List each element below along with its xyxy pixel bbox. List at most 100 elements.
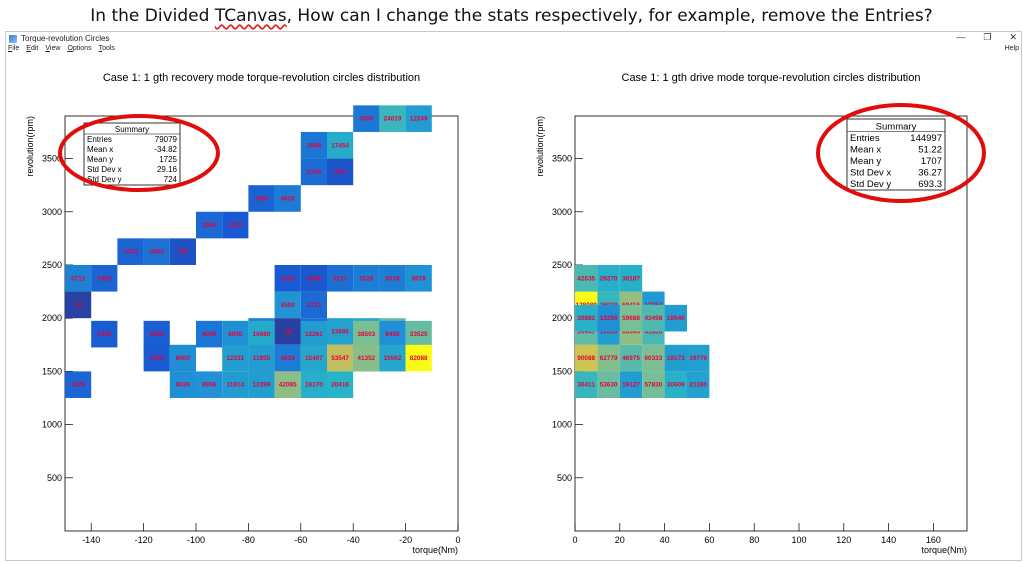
heatmap-bin (405, 320, 432, 348)
x-tick-label: 120 (836, 535, 851, 545)
stats-label: Entries (87, 135, 112, 144)
menu-file[interactable]: File (8, 45, 20, 52)
y-tick-label: 1000 (552, 420, 572, 430)
stats-label: Std Dev x (87, 165, 122, 174)
heatmap-bin (327, 371, 354, 398)
bin-value: 18170 (305, 382, 323, 389)
bin-value: 4619 (281, 355, 296, 362)
bin-value: 15562 (384, 355, 402, 362)
heatmap-bin (65, 371, 92, 398)
y-tick-label: 2500 (42, 260, 62, 270)
y-tick-label: 3500 (552, 154, 572, 164)
y-axis-label: revolution(rpm) (25, 116, 35, 177)
bin-value: 13686 (331, 328, 349, 335)
bin-value: 57830 (645, 382, 663, 389)
heatmap-bin (575, 304, 598, 332)
menu-edit[interactable]: Edit (26, 45, 39, 52)
bin-value: 4046 (202, 331, 217, 338)
bin-value: 1210 (228, 222, 243, 229)
x-tick-label: 0 (455, 535, 460, 545)
bin-value: 8956 (202, 382, 217, 389)
heatmap-bin (196, 371, 223, 398)
bin-value: 11614 (227, 382, 245, 389)
annotation-circle-left (58, 114, 220, 192)
bin-value: 30187 (622, 275, 640, 282)
x-tick-label: 80 (749, 535, 759, 545)
stats-label: Mean x (87, 145, 113, 154)
menu-help[interactable]: Help (1004, 45, 1019, 52)
heatmap-bin (575, 371, 598, 398)
heatmap-bin (327, 158, 354, 186)
y-tick-label: 3000 (42, 207, 62, 217)
close-button[interactable]: ✕ (1009, 32, 1017, 42)
heatmap-bin (327, 344, 354, 372)
stats-value: 51.22 (918, 145, 942, 156)
heatmap-bin (687, 371, 710, 398)
x-tick-label: -20 (399, 535, 412, 545)
x-tick-label: 140 (881, 535, 896, 545)
heatmap-bin (91, 264, 118, 292)
bin-value: 19560 (600, 328, 618, 335)
heatmap-bin (379, 344, 406, 372)
bin-value: 1912 (123, 249, 138, 256)
bin-value: 50947 (577, 328, 595, 335)
stats-label: Std Dev y (850, 179, 891, 190)
heatmap-bin (169, 371, 196, 398)
heatmap-bin (687, 344, 710, 372)
heatmap-bin (274, 371, 301, 398)
stats-value: -34.82 (154, 145, 177, 154)
heatmap-bin (353, 320, 380, 348)
heatmap-bin (353, 105, 380, 132)
bin-value: 59688 (622, 315, 640, 322)
heatmap-bin (248, 185, 275, 212)
bin-value: 42635 (577, 275, 595, 282)
bin-value: 33525 (410, 331, 428, 338)
bin-value: 36411 (577, 382, 595, 389)
bin-value: 3217 (333, 275, 348, 282)
heatmap-bin (274, 264, 301, 292)
bin-value: 3404 (150, 249, 165, 256)
y-tick-label: 2500 (552, 260, 572, 270)
bin-value: 756 (178, 249, 189, 256)
stats-value: 1707 (921, 156, 942, 167)
bin-value: 2228 (71, 382, 86, 389)
heatmap-bin (405, 105, 432, 132)
question-prefix: In the Divided (90, 6, 215, 26)
heatmap-bin (300, 264, 327, 292)
y-axis-label: revolution(rpm) (535, 116, 545, 177)
heatmap-bin (575, 264, 598, 292)
heatmap-bin (196, 211, 223, 239)
bin-value: 60333 (645, 355, 663, 362)
y-tick-label: 500 (557, 473, 572, 483)
stats-label: Std Dev x (850, 168, 891, 179)
bin-value: 13256 (600, 315, 618, 322)
stats-value: 1725 (159, 155, 177, 164)
menu-options[interactable]: Options (67, 45, 92, 52)
bin-value: 12249 (410, 116, 428, 123)
bin-value: 1500 (150, 331, 165, 338)
question-banner: In the Divided TCanvas, How can I change… (0, 6, 1023, 26)
bin-value: 30609 (667, 382, 685, 389)
bin-value: 1355 (150, 355, 165, 362)
x-tick-label: 60 (704, 535, 714, 545)
bin-value: 41860 (645, 328, 663, 335)
heatmap-bin (619, 304, 643, 332)
bin-value: 876 (335, 169, 346, 176)
maximize-button[interactable]: ❐ (983, 32, 992, 42)
stats-box-1 (83, 122, 181, 186)
menu-view[interactable]: View (45, 45, 61, 52)
bin-value: 66394 (622, 328, 640, 335)
window-titlebar[interactable]: Torque-revolution Circles — ❐ ✕ (6, 32, 1021, 45)
heatmap-bin (379, 320, 406, 348)
heatmap-bin (597, 304, 620, 332)
stats-value: 724 (164, 175, 178, 184)
y-tick-label: 2000 (552, 313, 572, 323)
stats-title: Summary (115, 125, 149, 134)
x-axis-label: torque(Nm) (412, 545, 458, 555)
bin-value: 21180 (689, 382, 707, 389)
minimize-button[interactable]: — (956, 32, 966, 42)
menu-tools[interactable]: Tools (98, 45, 115, 52)
bin-value: 90088 (577, 355, 595, 362)
stats-value: 79079 (155, 135, 178, 144)
